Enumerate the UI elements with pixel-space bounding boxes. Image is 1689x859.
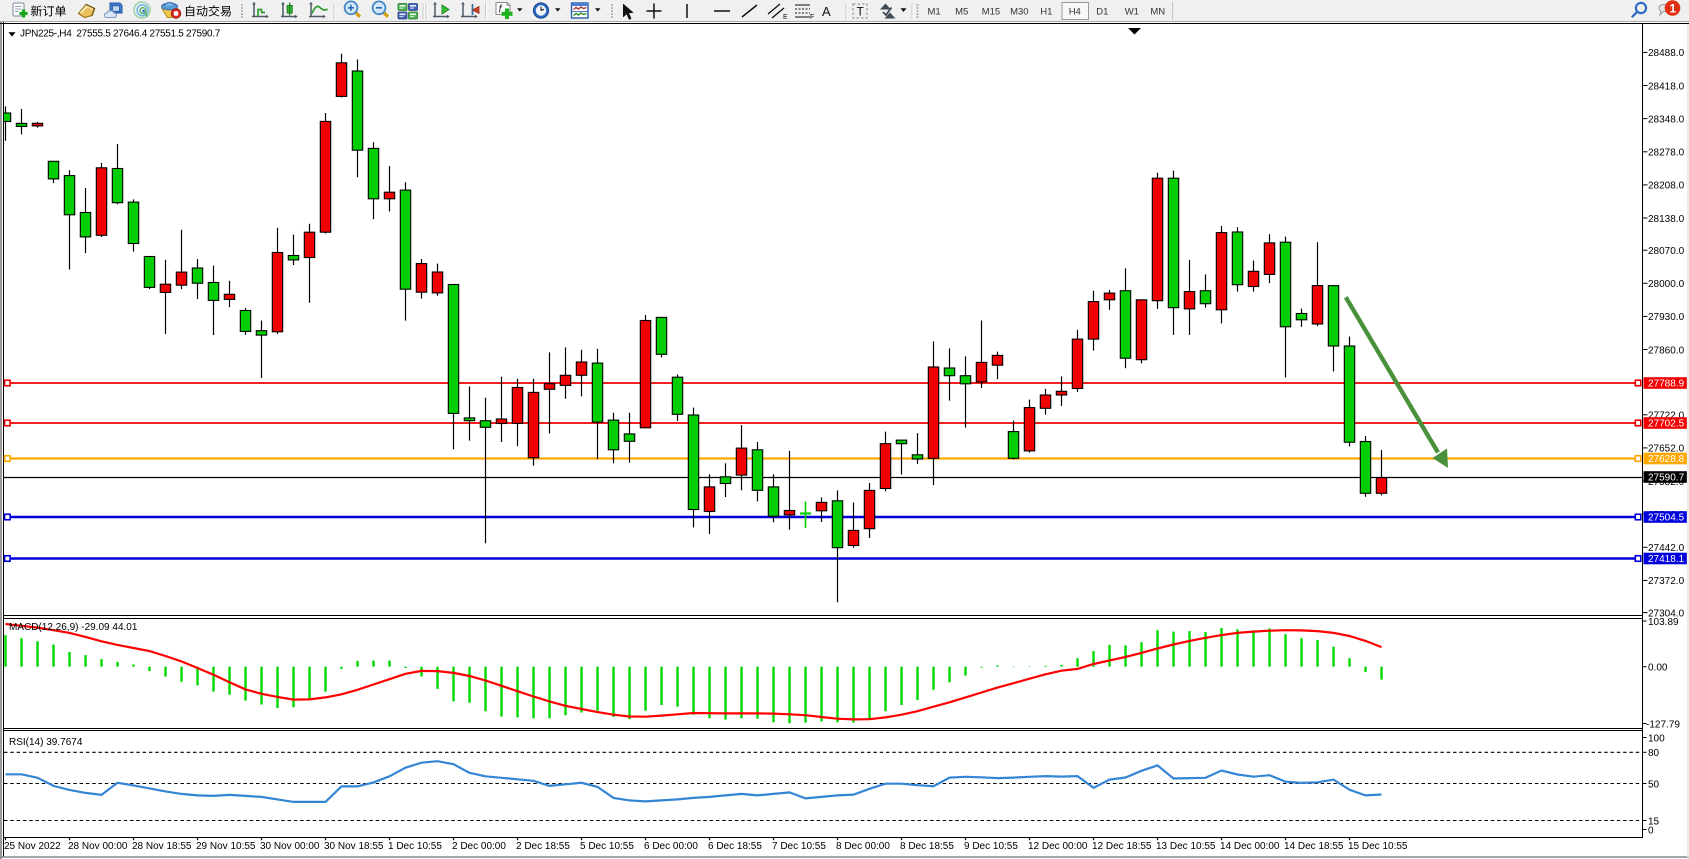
- svg-text:14 Dec 18:55: 14 Dec 18:55: [1284, 841, 1344, 852]
- svg-text:28418.0: 28418.0: [1648, 81, 1685, 92]
- svg-text:H1: H1: [1040, 7, 1052, 18]
- svg-text:27860.0: 27860.0: [1648, 345, 1685, 356]
- svg-text:27304.0: 27304.0: [1648, 608, 1685, 619]
- svg-text:8 Dec 00:00: 8 Dec 00:00: [836, 841, 890, 852]
- svg-text:14 Dec 00:00: 14 Dec 00:00: [1220, 841, 1280, 852]
- svg-text:30 Nov 18:55: 30 Nov 18:55: [324, 841, 384, 852]
- svg-text:2 Dec 18:55: 2 Dec 18:55: [516, 841, 570, 852]
- svg-text:0: 0: [1648, 825, 1654, 836]
- svg-text:28138.0: 28138.0: [1648, 214, 1685, 225]
- svg-text:8 Dec 18:55: 8 Dec 18:55: [900, 841, 954, 852]
- svg-text:28278.0: 28278.0: [1648, 148, 1685, 159]
- svg-text:27788.9: 27788.9: [1648, 379, 1685, 390]
- svg-text:E: E: [783, 14, 788, 21]
- svg-text:6 Dec 00:00: 6 Dec 00:00: [644, 841, 698, 852]
- svg-text:27702.5: 27702.5: [1648, 419, 1685, 430]
- svg-text:0.00: 0.00: [1648, 663, 1668, 674]
- svg-text:MACD(12,26,9) -29.09 44.01: MACD(12,26,9) -29.09 44.01: [9, 622, 138, 633]
- svg-text:27590.7: 27590.7: [1648, 473, 1685, 484]
- svg-text:2 Dec 00:00: 2 Dec 00:00: [452, 841, 506, 852]
- svg-text:9 Dec 10:55: 9 Dec 10:55: [964, 841, 1018, 852]
- svg-text:M30: M30: [1010, 7, 1028, 18]
- svg-text:13 Dec 10:55: 13 Dec 10:55: [1156, 841, 1216, 852]
- svg-text:27628.8: 27628.8: [1648, 454, 1685, 465]
- svg-text:28488.0: 28488.0: [1648, 48, 1685, 59]
- svg-text:28348.0: 28348.0: [1648, 114, 1685, 125]
- svg-text:RSI(14) 39.7674: RSI(14) 39.7674: [9, 737, 83, 748]
- svg-text:H4: H4: [1069, 7, 1081, 18]
- svg-text:28000.0: 28000.0: [1648, 279, 1685, 290]
- svg-text:27722.0: 27722.0: [1648, 411, 1685, 422]
- svg-text:-127.79: -127.79: [1646, 719, 1680, 730]
- svg-text:80: 80: [1648, 748, 1660, 759]
- svg-text:f: f: [499, 4, 503, 16]
- svg-text:30 Nov 00:00: 30 Nov 00:00: [260, 841, 320, 852]
- svg-text:50: 50: [1648, 779, 1660, 790]
- svg-text:D1: D1: [1096, 7, 1108, 18]
- svg-text:5 Dec 10:55: 5 Dec 10:55: [580, 841, 634, 852]
- svg-text:27418.1: 27418.1: [1648, 554, 1685, 565]
- svg-text:103.89: 103.89: [1648, 617, 1679, 628]
- svg-text:27372.0: 27372.0: [1648, 576, 1685, 587]
- svg-text:27930.0: 27930.0: [1648, 312, 1685, 323]
- svg-text:27442.0: 27442.0: [1648, 543, 1685, 554]
- svg-text:12 Dec 00:00: 12 Dec 00:00: [1028, 841, 1088, 852]
- svg-text:M15: M15: [982, 7, 1000, 18]
- svg-text:28 Nov 00:00: 28 Nov 00:00: [68, 841, 128, 852]
- svg-text:1 Dec 10:55: 1 Dec 10:55: [388, 841, 442, 852]
- svg-text:100: 100: [1648, 733, 1665, 744]
- svg-text:12 Dec 18:55: 12 Dec 18:55: [1092, 841, 1152, 852]
- svg-text:28 Nov 18:55: 28 Nov 18:55: [132, 841, 192, 852]
- svg-text:25 Nov 2022: 25 Nov 2022: [4, 841, 61, 852]
- svg-text:JPN225-,H4 27555.5 27646.4 27: JPN225-,H4 27555.5 27646.4 27551.5 27590…: [20, 29, 221, 40]
- svg-text:M1: M1: [928, 7, 941, 18]
- svg-text:1: 1: [1670, 1, 1677, 15]
- svg-text:15: 15: [1648, 816, 1660, 827]
- svg-text:28208.0: 28208.0: [1648, 181, 1685, 192]
- svg-text:M5: M5: [955, 7, 968, 18]
- svg-text:MN: MN: [1150, 7, 1165, 18]
- svg-text:F: F: [810, 14, 814, 21]
- svg-text:15 Dec 10:55: 15 Dec 10:55: [1348, 841, 1408, 852]
- svg-text:7 Dec 10:55: 7 Dec 10:55: [772, 841, 826, 852]
- svg-text:27652.0: 27652.0: [1648, 444, 1685, 455]
- svg-text:28070.0: 28070.0: [1648, 246, 1685, 257]
- svg-text:27504.5: 27504.5: [1648, 513, 1685, 524]
- svg-text:W1: W1: [1125, 7, 1139, 18]
- svg-text:29 Nov 10:55: 29 Nov 10:55: [196, 841, 256, 852]
- svg-text:T: T: [857, 5, 865, 19]
- svg-text:A: A: [822, 4, 831, 19]
- svg-text:6 Dec 18:55: 6 Dec 18:55: [708, 841, 762, 852]
